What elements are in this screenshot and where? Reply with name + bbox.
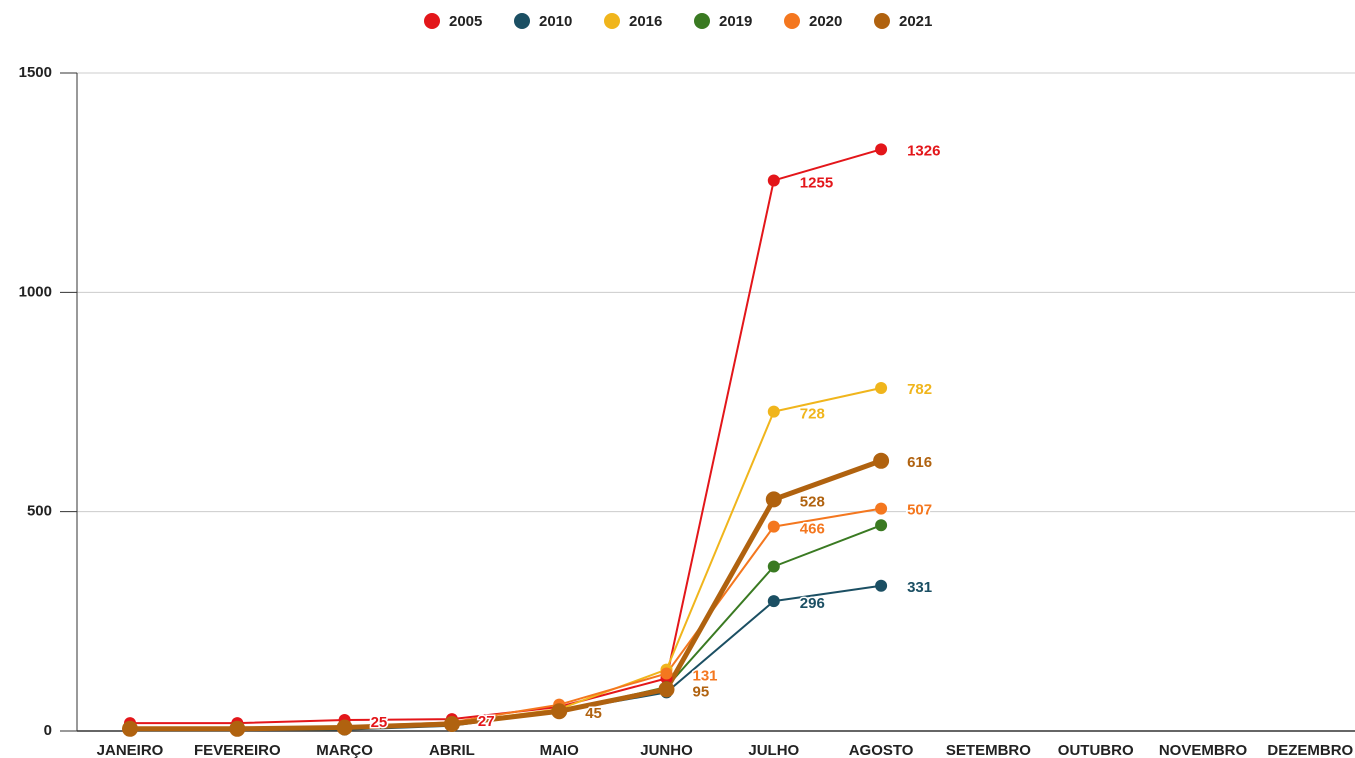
data-label: 1255 [800,174,833,191]
data-point [767,520,780,533]
legend-marker [514,13,530,29]
data-label: 728 [800,406,825,423]
data-point [660,667,673,680]
data-point [767,405,780,418]
x-tick-label: JULHO [748,742,799,758]
data-point [551,703,568,720]
legend-label: 2020 [809,13,842,30]
data-label: 466 [800,521,825,538]
data-point [658,681,675,698]
legend-label: 2010 [539,13,572,30]
legend-label: 2019 [719,13,752,30]
data-label: 782 [907,381,932,398]
x-tick-label: AGOSTO [849,742,914,758]
y-tick-label: 0 [44,722,52,739]
data-point [767,560,780,573]
series-line [130,507,882,730]
data-label: 616 [907,454,932,471]
legend-label: 2016 [629,13,662,30]
y-tick-label: 500 [27,503,52,520]
legend-marker [874,13,890,29]
data-label: 507 [907,502,932,519]
y-tick-label: 1500 [19,64,52,81]
series-line [130,458,882,732]
data-label: 131 [693,668,718,685]
data-point [873,452,890,469]
data-label: 528 [800,493,825,510]
data-point [336,719,353,736]
data-label: 45 [585,705,602,722]
series-line [130,584,882,732]
legend-marker [424,13,440,29]
x-tick-label: MARÇO [316,742,373,758]
data-label: 1326 [907,142,940,159]
legend-label: 2005 [449,13,482,30]
series-line [130,148,882,725]
data-point [875,519,888,532]
data-label: 331 [907,579,932,596]
data-point [443,715,460,732]
data-point [875,502,888,515]
x-tick-label: JANEIRO [97,742,164,758]
legend-marker [784,13,800,29]
data-label: 27 [478,713,495,730]
legend-label: 2021 [899,13,932,30]
x-tick-label: NOVEMBRO [1159,742,1248,758]
data-label: 95 [693,683,710,700]
data-point [875,143,888,156]
data-point [765,491,782,508]
legend-marker [694,13,710,29]
x-tick-label: DEZEMBRO [1267,742,1353,758]
legend-marker [604,13,620,29]
data-point [875,579,888,592]
data-label: 25 [371,714,388,731]
data-point [767,174,780,187]
x-tick-label: MAIO [540,742,579,758]
data-point [229,720,246,737]
series-line [130,386,882,730]
data-point [122,720,138,737]
y-tick-label: 1000 [19,283,52,300]
data-point [767,595,780,608]
x-tick-label: ABRIL [429,742,475,758]
series-line [130,524,882,731]
data-point [875,381,888,394]
x-tick-label: JUNHO [640,742,693,758]
data-label: 296 [800,595,825,612]
x-tick-label: SETEMBRO [946,742,1031,758]
x-tick-label: FEVEREIRO [194,742,281,758]
x-tick-label: OUTUBRO [1058,742,1134,758]
